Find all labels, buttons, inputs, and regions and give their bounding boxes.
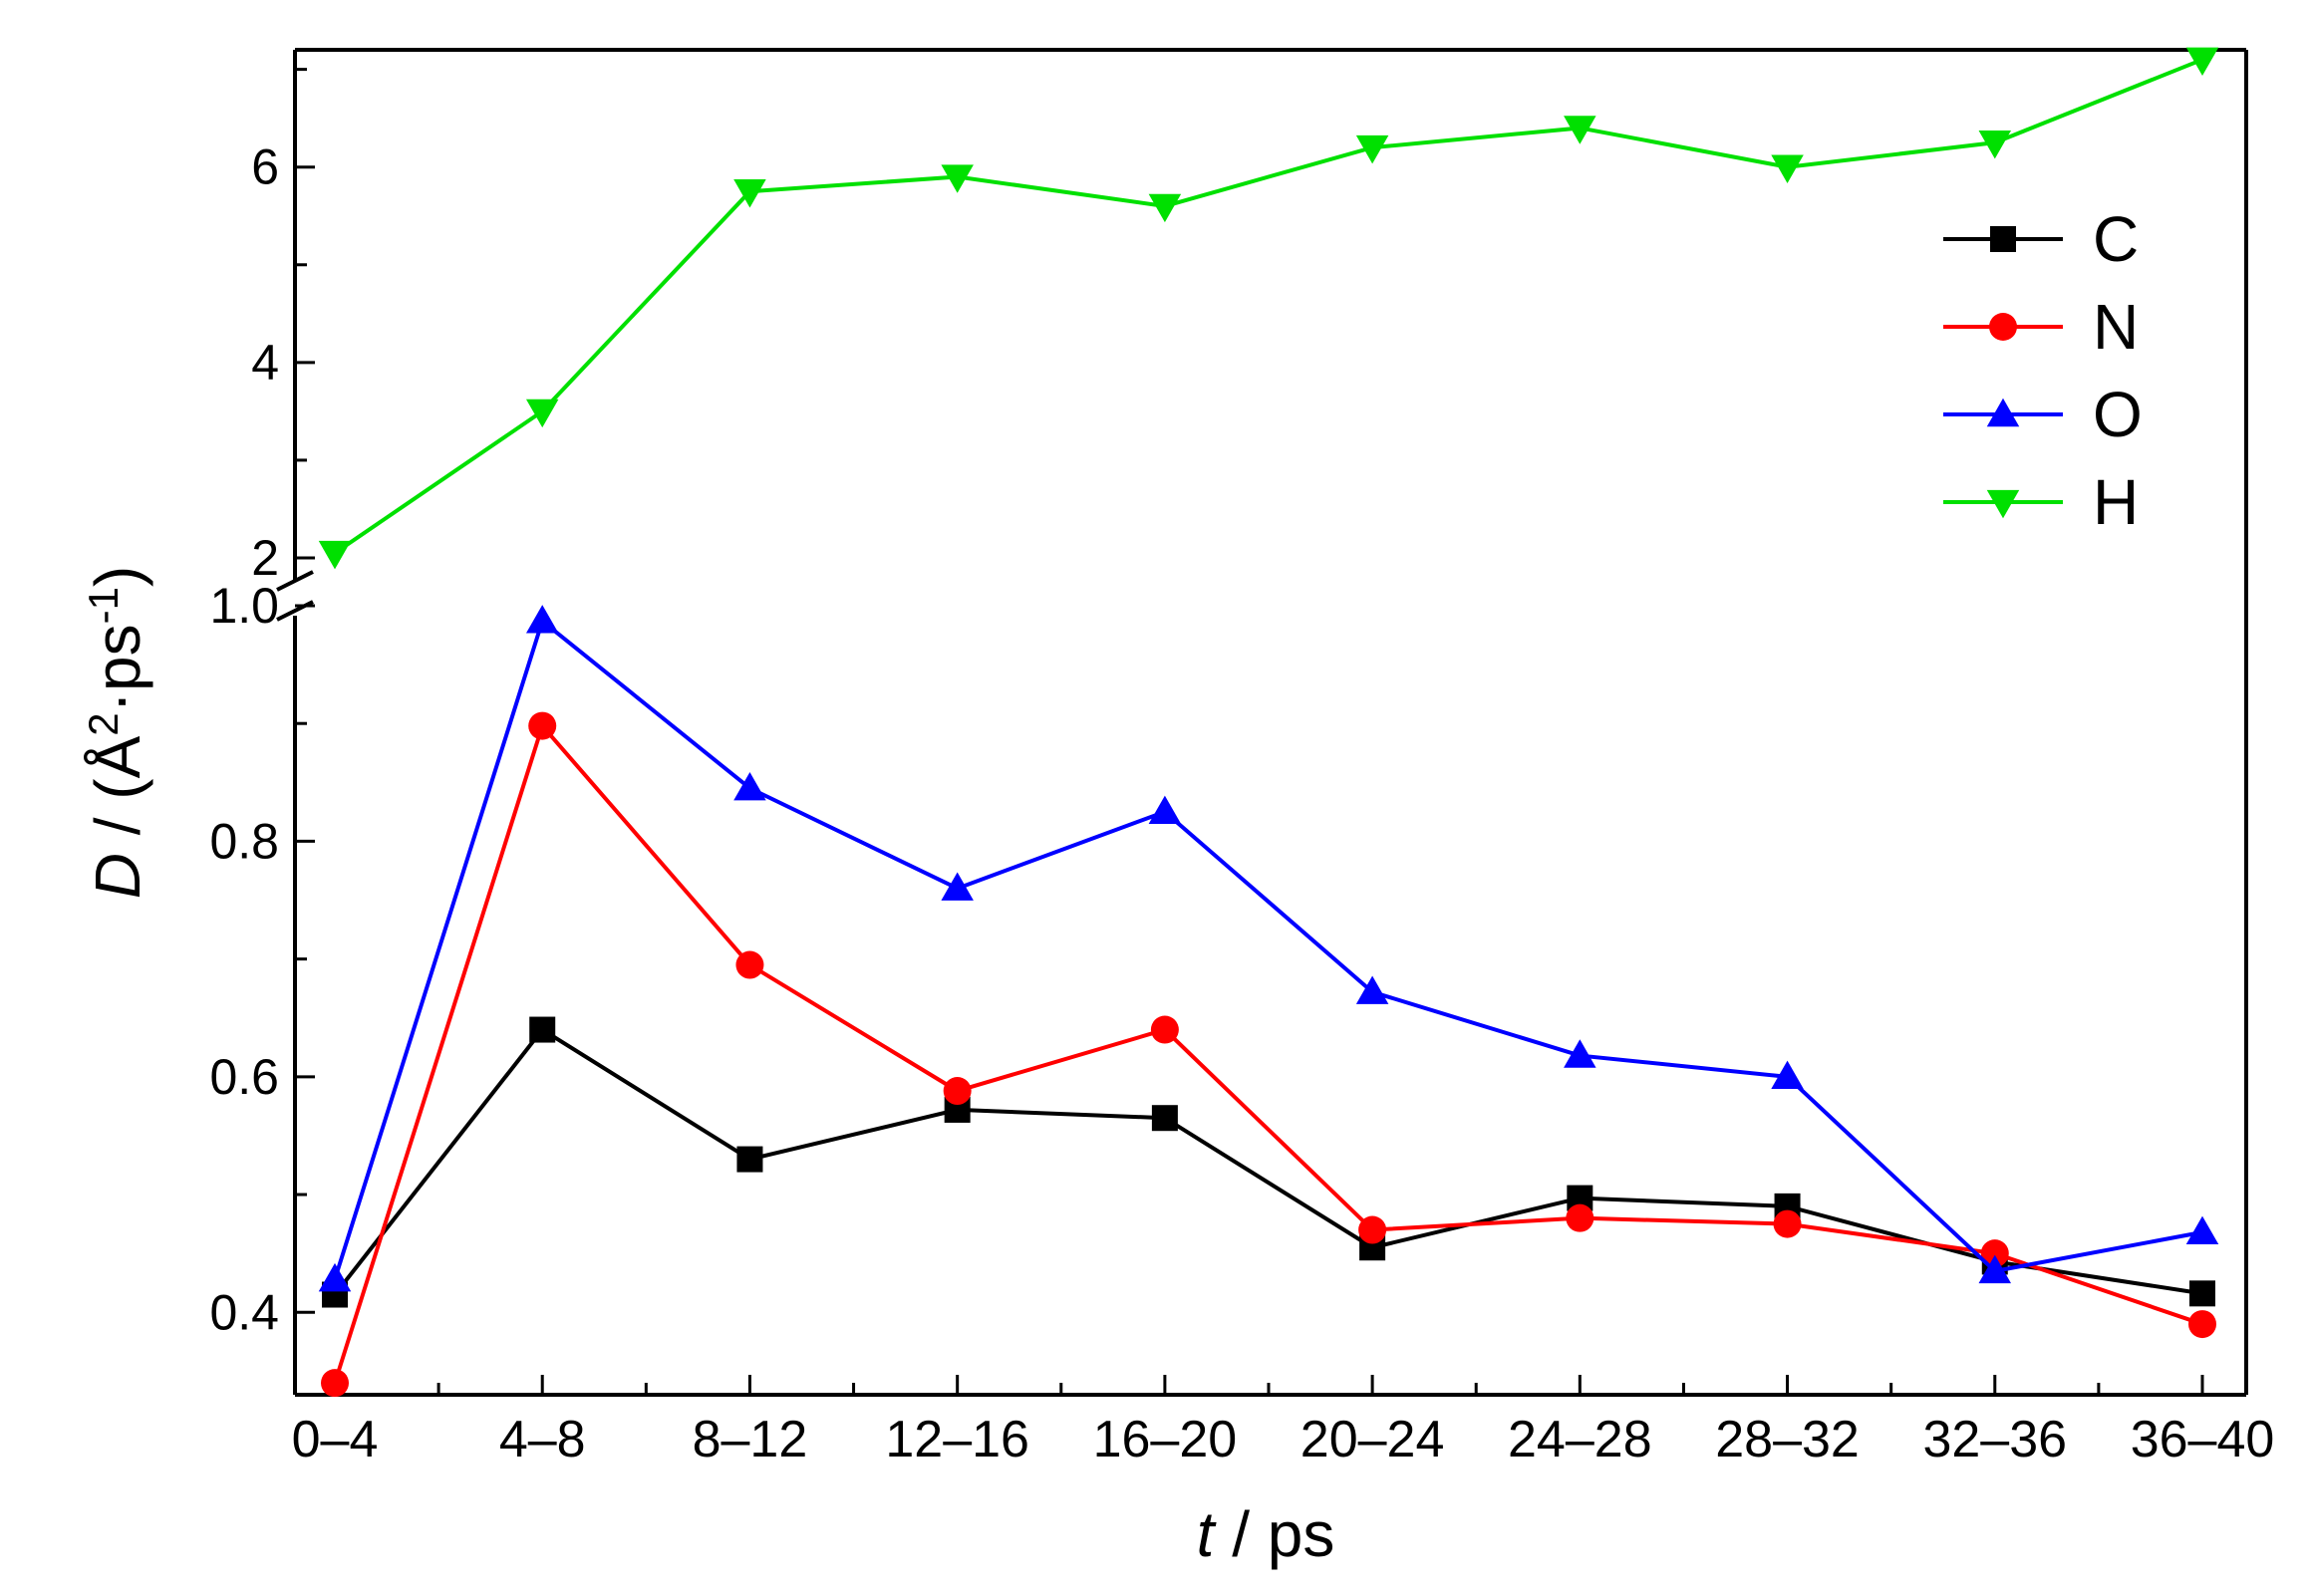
series-C xyxy=(322,1016,2215,1308)
y-tick-label: 2 xyxy=(251,530,279,586)
data-point-C xyxy=(1151,1105,1178,1132)
series-O xyxy=(318,605,2219,1292)
data-point-H xyxy=(318,540,352,570)
legend-marker xyxy=(1990,226,2016,252)
data-point-H xyxy=(733,179,766,208)
data-point-N xyxy=(1980,1239,2009,1268)
x-tick-label: 28–32 xyxy=(1715,1411,1860,1468)
x-tick-label: 0–4 xyxy=(292,1411,379,1468)
data-point-H xyxy=(525,399,559,428)
y-tick-label: 0.6 xyxy=(209,1049,279,1105)
data-point-H xyxy=(1355,134,1389,164)
data-point-H xyxy=(1148,193,1182,223)
y-tick-label: 4 xyxy=(251,335,279,391)
data-point-O xyxy=(1355,975,1389,1004)
series-H xyxy=(318,47,2219,570)
data-point-N xyxy=(1773,1209,1802,1238)
x-axis-title: t / ps xyxy=(1197,1498,1335,1570)
x-tick-label: 20–24 xyxy=(1300,1411,1445,1468)
data-point-C xyxy=(736,1146,763,1173)
data-point-O xyxy=(1148,795,1182,825)
x-tick-label: 8–12 xyxy=(693,1411,808,1468)
legend-label: N xyxy=(2093,291,2139,363)
y-axis-title: D / (Å2·ps-1) xyxy=(80,566,153,900)
data-point-H xyxy=(941,164,974,193)
data-point-O xyxy=(941,872,974,901)
x-tick-label: 24–28 xyxy=(1508,1411,1652,1468)
data-point-H xyxy=(1771,154,1804,183)
y-tick-label: 0.4 xyxy=(209,1284,279,1340)
legend-label: C xyxy=(2093,203,2139,275)
data-point-N xyxy=(735,950,764,979)
legend-entry-N: N xyxy=(1943,291,2139,363)
series-line-H xyxy=(333,57,2203,555)
series-line-C xyxy=(333,1026,2203,1296)
data-point-N xyxy=(1358,1215,1387,1244)
y-tick-label: 0.8 xyxy=(209,813,279,869)
legend-entry-H: H xyxy=(1943,466,2139,538)
data-point-H xyxy=(1564,116,1596,144)
x-tick-label: 32–36 xyxy=(1922,1411,2067,1468)
series-line-O xyxy=(333,617,2203,1280)
data-point-H xyxy=(2185,47,2219,77)
legend-entry-O: O xyxy=(1943,379,2143,450)
data-point-N xyxy=(2188,1310,2216,1339)
y-tick-label: 1.0 xyxy=(209,578,279,634)
legend-marker xyxy=(1989,313,2017,341)
data-point-O xyxy=(1771,1060,1804,1090)
data-point-O xyxy=(1978,1254,2012,1284)
data-point-C xyxy=(529,1016,556,1043)
series-line-N xyxy=(333,721,2203,1384)
series-N xyxy=(321,711,2216,1398)
data-point-O xyxy=(733,771,766,801)
legend-label: O xyxy=(2093,379,2143,450)
legend-label: H xyxy=(2093,466,2139,538)
data-point-N xyxy=(943,1077,972,1106)
x-tick-label: 12–16 xyxy=(885,1411,1029,1468)
data-point-O xyxy=(2185,1215,2219,1245)
legend-marker xyxy=(1986,398,2020,427)
data-point-H xyxy=(1978,130,2012,159)
data-point-N xyxy=(1150,1015,1179,1044)
data-point-O xyxy=(1564,1039,1596,1068)
legend-marker xyxy=(1986,489,2020,519)
data-point-N xyxy=(321,1369,349,1398)
x-tick-label: 4–8 xyxy=(499,1411,586,1468)
legend-entry-C: C xyxy=(1943,203,2139,275)
data-point-O xyxy=(318,1262,352,1292)
data-point-N xyxy=(1566,1203,1594,1232)
axis-break-mark xyxy=(276,570,314,592)
data-point-C xyxy=(2189,1280,2215,1307)
data-point-O xyxy=(525,605,559,634)
data-point-N xyxy=(528,711,557,740)
x-tick-label: 36–40 xyxy=(2131,1411,2275,1468)
y-tick-label: 6 xyxy=(251,139,279,195)
x-tick-label: 16–20 xyxy=(1093,1411,1238,1468)
